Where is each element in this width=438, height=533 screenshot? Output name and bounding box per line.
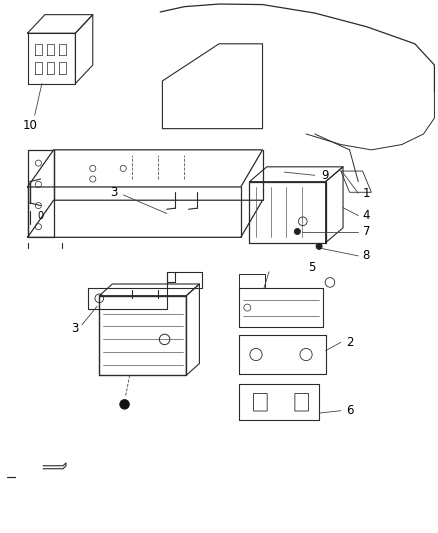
Circle shape	[316, 243, 322, 249]
Text: 8: 8	[363, 249, 370, 262]
Text: 5: 5	[308, 261, 316, 274]
Circle shape	[120, 400, 129, 409]
Text: 0: 0	[38, 211, 44, 221]
Text: 7: 7	[363, 225, 370, 238]
Text: 9: 9	[321, 169, 329, 182]
Text: 3: 3	[111, 186, 118, 199]
Text: 4: 4	[363, 209, 370, 222]
Text: 3: 3	[71, 322, 79, 335]
FancyBboxPatch shape	[254, 393, 267, 411]
FancyBboxPatch shape	[295, 393, 308, 411]
Text: 10: 10	[22, 119, 37, 133]
Circle shape	[294, 229, 300, 235]
Text: 2: 2	[346, 336, 353, 349]
Text: 6: 6	[346, 404, 353, 417]
Text: 1: 1	[363, 187, 370, 200]
